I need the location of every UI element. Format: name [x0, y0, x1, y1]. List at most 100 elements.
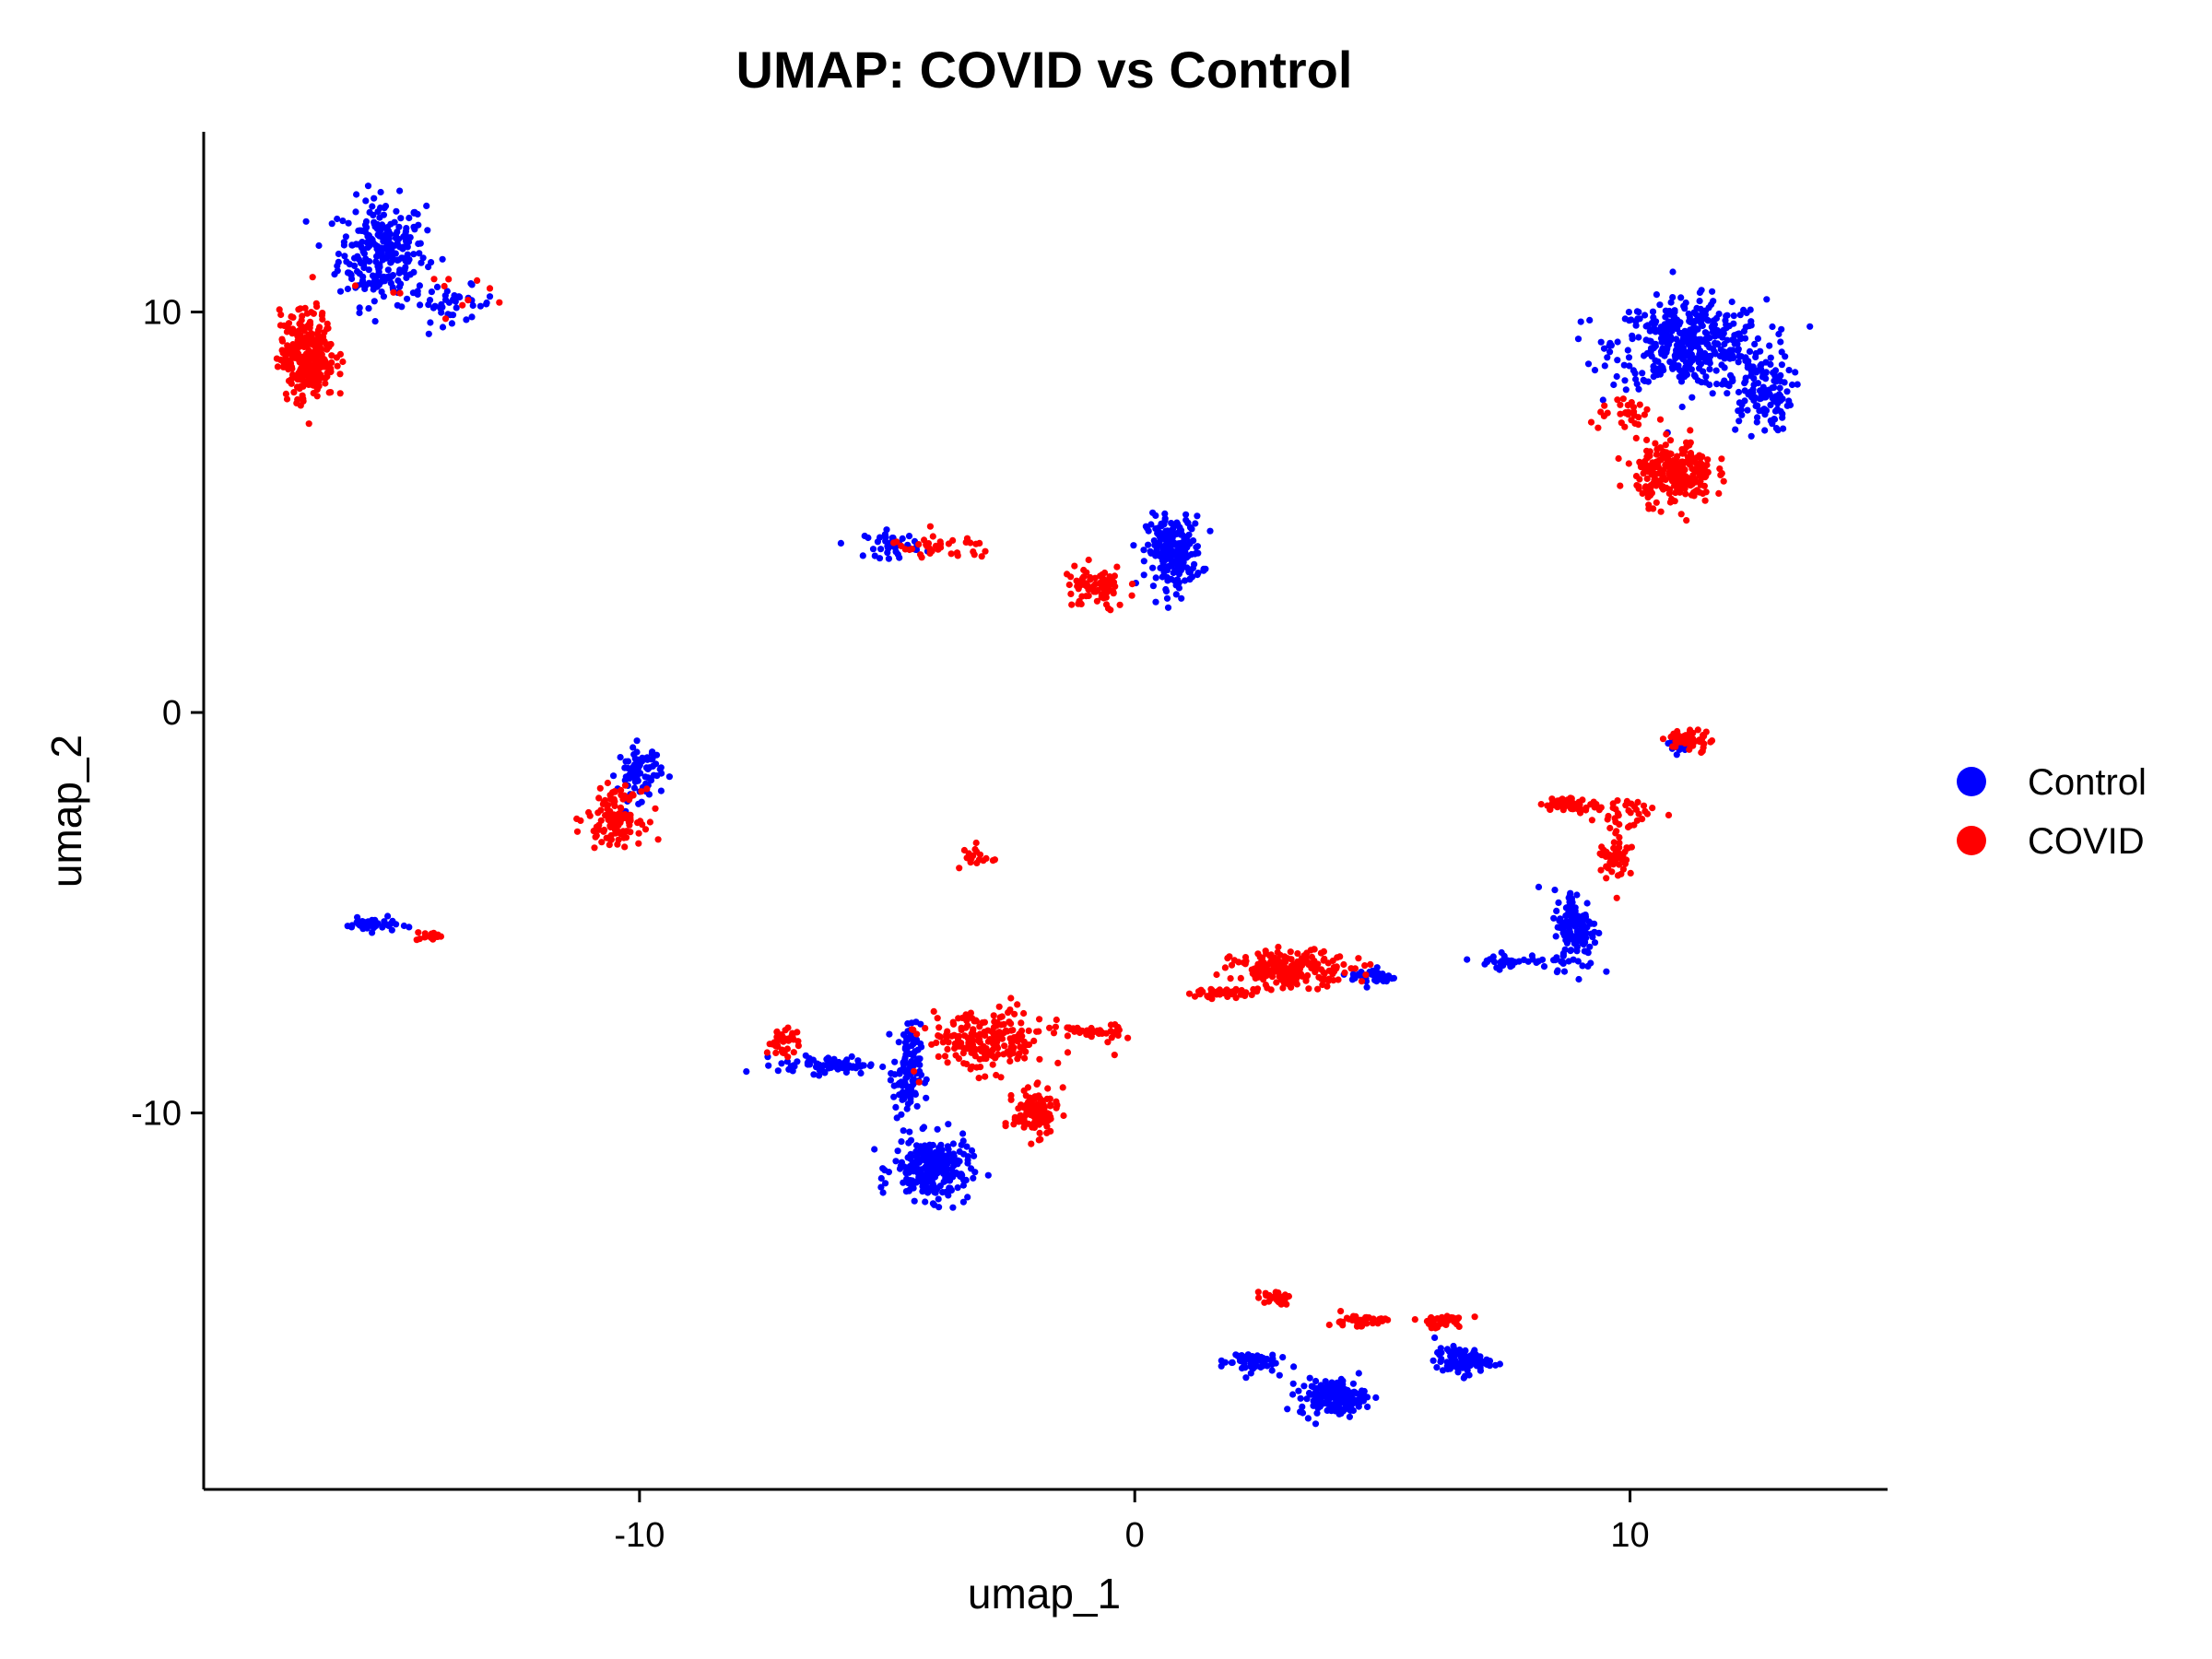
data-point-covid: [922, 1025, 929, 1032]
data-point-control: [970, 1174, 977, 1182]
data-point-control: [1763, 296, 1771, 303]
data-point-control: [382, 203, 390, 210]
data-point-covid: [1080, 566, 1088, 574]
data-point-control: [1582, 947, 1589, 955]
data-point-covid: [1319, 981, 1326, 989]
data-point-control: [1268, 1367, 1276, 1374]
data-point-covid: [327, 389, 335, 396]
data-point-covid: [1084, 582, 1091, 589]
data-point-covid: [990, 1041, 997, 1048]
data-point-covid: [278, 357, 286, 364]
points-layer: [273, 182, 1814, 1428]
data-point-covid: [982, 854, 990, 863]
data-point-covid: [1639, 816, 1646, 823]
data-point-covid: [1692, 488, 1700, 495]
data-point-control: [1551, 887, 1559, 894]
data-point-control: [404, 295, 411, 302]
data-point-covid: [1632, 473, 1641, 480]
data-point-covid: [315, 365, 324, 372]
data-point-control: [362, 218, 371, 225]
data-point-covid: [1241, 992, 1249, 999]
data-point-control: [1163, 594, 1171, 602]
data-point-control: [405, 238, 413, 246]
data-point-control: [1560, 968, 1569, 975]
data-point-control: [388, 926, 395, 934]
data-point-control: [1704, 317, 1712, 324]
data-point-control: [947, 1184, 954, 1192]
data-point-covid: [1021, 1121, 1030, 1128]
data-point-control: [1735, 346, 1742, 353]
data-point-control: [1556, 917, 1563, 924]
data-point-covid: [1718, 455, 1725, 463]
data-point-control: [743, 1068, 750, 1076]
data-point-control: [1792, 369, 1799, 376]
data-point-covid: [326, 369, 334, 376]
x-tick-label: 10: [1610, 1516, 1649, 1555]
data-point-control: [877, 1174, 885, 1182]
data-point-control: [1175, 540, 1182, 547]
data-point-covid: [1071, 562, 1078, 570]
data-point-covid: [1050, 1030, 1058, 1037]
data-point-covid: [638, 788, 645, 795]
data-point-control: [1732, 426, 1739, 433]
data-point-covid: [1124, 1034, 1132, 1041]
data-point-control: [879, 1189, 887, 1196]
data-point-covid: [1665, 489, 1673, 498]
data-point-covid: [981, 1018, 988, 1026]
data-point-covid: [970, 1026, 977, 1033]
data-point-control: [1305, 1389, 1313, 1397]
data-point-covid: [1229, 991, 1236, 998]
data-point-covid: [333, 354, 340, 361]
data-point-covid: [1634, 798, 1641, 806]
data-point-covid: [1254, 1288, 1262, 1296]
data-point-control: [1550, 914, 1558, 922]
data-point-control: [1177, 526, 1185, 535]
data-point-covid: [298, 323, 305, 331]
data-point-control: [1372, 1394, 1380, 1401]
data-point-covid: [1298, 971, 1305, 978]
data-point-covid: [1597, 866, 1605, 874]
data-point-covid: [312, 371, 319, 379]
data-point-control: [1577, 318, 1584, 325]
data-point-control: [1701, 329, 1709, 336]
data-point-covid: [1628, 417, 1635, 424]
data-point-control: [630, 784, 639, 792]
data-point-control: [1786, 401, 1794, 409]
data-point-covid: [1043, 1123, 1051, 1130]
y-tick-label: -10: [131, 1095, 182, 1134]
data-point-control: [1735, 418, 1743, 425]
data-point-covid: [1699, 747, 1706, 755]
data-point-control: [911, 1197, 918, 1205]
data-point-control: [1677, 367, 1685, 375]
data-point-covid: [1300, 959, 1307, 967]
data-point-control: [854, 1057, 862, 1065]
data-point-control: [657, 787, 665, 794]
data-point-covid: [1001, 1042, 1008, 1050]
data-point-covid: [955, 1055, 962, 1063]
data-point-covid: [1020, 1038, 1028, 1045]
data-point-control: [1473, 1352, 1480, 1359]
data-point-control: [1742, 354, 1749, 361]
data-point-covid: [1076, 597, 1083, 605]
data-point-control: [902, 1188, 911, 1195]
legend: Control COVID: [1957, 762, 2147, 862]
data-point-control: [402, 254, 409, 262]
data-point-covid: [1608, 859, 1616, 866]
data-point-control: [339, 218, 347, 225]
data-point-covid: [1627, 869, 1634, 877]
data-point-covid: [1014, 1001, 1021, 1008]
data-point-control: [939, 1189, 947, 1196]
data-point-covid: [1614, 853, 1621, 861]
data-point-control: [1242, 1374, 1250, 1382]
data-point-control: [879, 1165, 887, 1172]
data-point-control: [1450, 1342, 1457, 1350]
data-point-covid: [956, 865, 963, 872]
data-point-covid: [573, 828, 582, 835]
data-point-control: [1806, 323, 1814, 330]
data-point-control: [885, 555, 893, 562]
data-point-control: [908, 1184, 915, 1192]
data-point-covid: [976, 1055, 983, 1063]
data-point-control: [1493, 964, 1500, 971]
data-point-control: [1317, 1384, 1324, 1392]
data-point-control: [892, 1103, 900, 1111]
